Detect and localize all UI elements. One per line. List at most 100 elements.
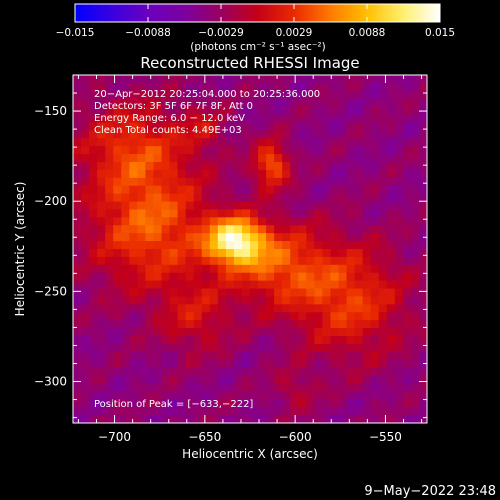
heatmap-cell [346, 407, 356, 416]
heatmap-cell [153, 201, 162, 210]
heatmap-cell [153, 233, 162, 242]
heatmap-cell [410, 185, 420, 195]
heatmap-cell [73, 383, 82, 392]
heatmap-cell [418, 296, 428, 305]
heatmap-cell [250, 82, 259, 92]
heatmap-cell [209, 383, 219, 392]
heatmap-cell [121, 312, 130, 321]
heatmap-cell [145, 249, 154, 258]
heatmap-cell [314, 193, 323, 203]
heatmap-cell [185, 177, 195, 187]
heatmap-cell [290, 162, 299, 171]
heatmap-cell [298, 407, 307, 416]
heatmap-cell [121, 169, 130, 179]
heatmap-cell [370, 375, 380, 384]
heatmap-cell [129, 304, 138, 313]
heatmap-cell [258, 201, 267, 210]
heatmap-cell [185, 391, 195, 400]
heatmap-cell [81, 343, 90, 353]
heatmap-cell [418, 90, 428, 100]
colorbar-unit-label: (photons cm⁻² s⁻¹ asec⁻²) [190, 41, 325, 53]
heatmap-cell [129, 138, 138, 147]
heatmap-cell [129, 320, 138, 329]
heatmap-cell [145, 75, 154, 84]
heatmap-cell [177, 407, 187, 416]
heatmap-cell [346, 122, 356, 131]
heatmap-cell [137, 185, 146, 195]
heatmap-cell [298, 375, 307, 384]
heatmap-cell [193, 336, 203, 345]
heatmap-cell [241, 75, 251, 84]
heatmap-cell [402, 233, 412, 242]
heatmap-cell [402, 336, 412, 345]
heatmap-cell [346, 256, 356, 266]
heatmap-cell [346, 391, 356, 400]
heatmap-cell [225, 328, 235, 337]
heatmap-cell [338, 367, 348, 377]
heatmap-cell [282, 185, 291, 195]
heatmap-cell [394, 249, 404, 258]
heatmap-cell [386, 249, 396, 258]
heatmap-cell [282, 98, 291, 108]
heatmap-cell [322, 399, 331, 408]
heatmap-cell [298, 256, 307, 266]
heatmap-cell [129, 399, 138, 408]
heatmap-cell [306, 193, 315, 203]
heatmap-cell [298, 367, 307, 377]
colorbar-ticks: −0.015 −0.0088 −0.0029 0.0029 0.0088 0.015 [56, 4, 455, 39]
heatmap-cell [105, 169, 114, 179]
heatmap-cell [193, 288, 203, 297]
heatmap-cell [266, 90, 275, 100]
heatmap-cell [402, 320, 412, 329]
heatmap-cell [169, 264, 179, 274]
heatmap-cell [338, 391, 348, 400]
heatmap-cell [370, 359, 380, 369]
heatmap-cell [258, 75, 267, 84]
heatmap-cell [177, 415, 187, 424]
heatmap-cell [137, 415, 146, 424]
heatmap-cell [314, 407, 323, 416]
heatmap-cell [346, 336, 356, 345]
heatmap-cell [410, 225, 420, 234]
heatmap-cell [250, 154, 259, 163]
heatmap-cell [137, 233, 146, 242]
heatmap-cell [153, 114, 162, 123]
heatmap-cell [145, 177, 154, 187]
heatmap-cell [97, 154, 106, 163]
heatmap-cell [97, 407, 106, 416]
heatmap-cell [338, 375, 348, 384]
heatmap-cell [137, 351, 146, 361]
heatmap-cell [314, 201, 323, 210]
heatmap-cell [161, 296, 171, 305]
heatmap-cell [298, 249, 307, 258]
heatmap-cell [105, 312, 114, 321]
heatmap-cell [386, 351, 396, 361]
heatmap-cell [161, 336, 171, 345]
heatmap-cell [193, 201, 203, 210]
heatmap-cell [338, 106, 348, 116]
heatmap-cell [89, 146, 98, 155]
heatmap-cell [185, 162, 195, 171]
heatmap-cell [97, 280, 106, 290]
heatmap-cell [378, 75, 388, 84]
heatmap-cell [225, 162, 235, 171]
heatmap-cell [193, 98, 203, 108]
heatmap-cell [97, 359, 106, 369]
heatmap-cell [193, 114, 203, 123]
heatmap-cell [225, 256, 235, 266]
heatmap-cell [233, 177, 243, 187]
heatmap-cell [266, 122, 275, 131]
heatmap-cell [290, 256, 299, 266]
heatmap-cell [209, 375, 219, 384]
heatmap-cell [362, 264, 372, 274]
heatmap-cell [97, 367, 106, 377]
heatmap-cell [89, 90, 98, 100]
heatmap-cell [97, 146, 106, 155]
heatmap-cell [306, 98, 315, 108]
heatmap-cell [193, 391, 203, 400]
heatmap-cell [290, 343, 299, 353]
heatmap-cell [145, 209, 154, 218]
heatmap-cell [137, 201, 146, 210]
heatmap-cell [121, 130, 130, 139]
heatmap-cell [161, 98, 171, 108]
